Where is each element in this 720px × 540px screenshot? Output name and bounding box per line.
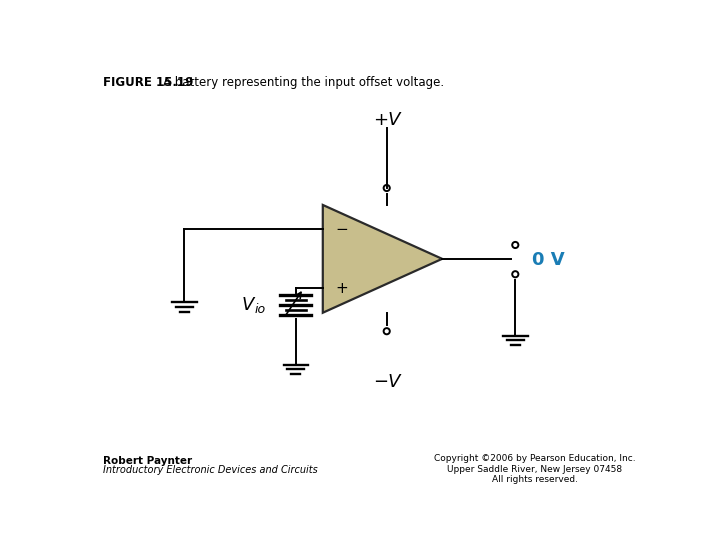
- Text: io: io: [255, 303, 266, 316]
- Text: 0 V: 0 V: [532, 251, 565, 268]
- Polygon shape: [323, 205, 442, 313]
- Text: −: −: [336, 222, 348, 237]
- Text: FIGURE 15.19: FIGURE 15.19: [102, 76, 193, 89]
- Text: +: +: [336, 281, 348, 296]
- Text: A battery representing the input offset voltage.: A battery representing the input offset …: [163, 76, 444, 89]
- Text: V: V: [241, 296, 253, 314]
- Text: Copyright ©2006 by Pearson Education, Inc.
Upper Saddle River, New Jersey 07458
: Copyright ©2006 by Pearson Education, In…: [433, 455, 636, 484]
- Text: Robert Paynter: Robert Paynter: [102, 456, 192, 466]
- Text: −V: −V: [373, 373, 400, 391]
- Text: Introductory Electronic Devices and Circuits: Introductory Electronic Devices and Circ…: [102, 465, 318, 475]
- Text: +V: +V: [373, 111, 400, 129]
